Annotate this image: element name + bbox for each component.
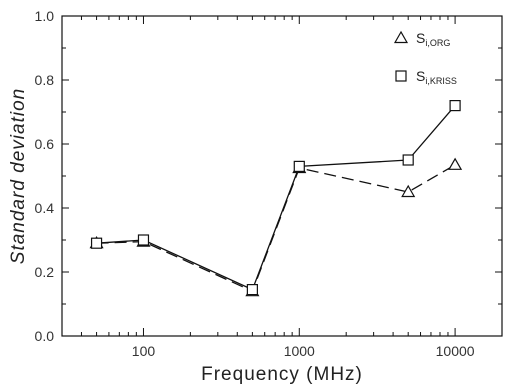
x-tick-label: 1000 bbox=[284, 343, 315, 359]
series-line-square bbox=[96, 105, 456, 291]
legend-label-subscript: i,KRISS bbox=[425, 76, 457, 86]
data-point-square bbox=[402, 154, 414, 166]
y-axis-title: Standard deviation bbox=[8, 88, 29, 264]
ticks-layer: 0.0 0.2 0.4 0.6 0.8 1.0 100 1000 10000 bbox=[35, 8, 502, 359]
series-layer bbox=[89, 99, 463, 297]
y-tick-label: 0.2 bbox=[35, 264, 55, 280]
data-point-square bbox=[293, 160, 305, 172]
x-axis-title: Frequency (MHz) bbox=[201, 364, 363, 384]
legend-label-subscript: i,ORG bbox=[425, 38, 450, 48]
data-point-square bbox=[90, 237, 103, 249]
data-point-square bbox=[246, 284, 258, 296]
legend-marker-square bbox=[395, 70, 407, 82]
y-tick-label: 0.0 bbox=[35, 328, 55, 344]
legend-label: Si,KRISS bbox=[416, 68, 457, 86]
data-point-square bbox=[449, 99, 461, 112]
data-point-triangle bbox=[401, 184, 416, 198]
x-tick-label: 100 bbox=[132, 343, 156, 359]
y-tick-label: 1.0 bbox=[35, 8, 55, 24]
data-point-square bbox=[137, 234, 150, 246]
data-point-triangle bbox=[448, 157, 463, 170]
legend-label: Si,ORG bbox=[416, 30, 450, 48]
y-tick-label: 0.4 bbox=[35, 200, 55, 216]
y-tick-label: 0.8 bbox=[35, 72, 55, 88]
legend-label-main: S bbox=[416, 68, 425, 84]
legend-marker-triangle bbox=[393, 30, 409, 44]
legend-label-main: S bbox=[416, 30, 425, 46]
y-tick-label: 0.6 bbox=[35, 136, 55, 152]
series-line-triangle bbox=[96, 164, 456, 293]
x-tick-label: 10000 bbox=[436, 343, 475, 359]
